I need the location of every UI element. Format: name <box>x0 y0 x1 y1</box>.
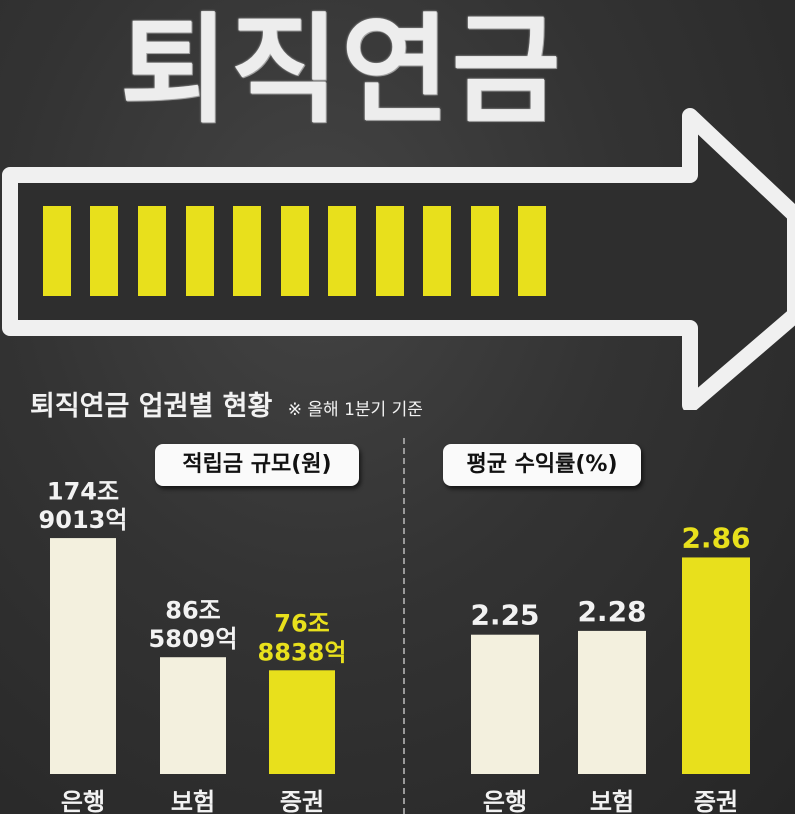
section-title-text: 퇴직연금 업권별 현황 <box>30 391 273 422</box>
data-label-reserve-0-1: 9013억 <box>39 506 128 534</box>
data-label-reserve-1-1: 5809억 <box>149 625 238 653</box>
data-label-reserve-2-1: 8838억 <box>258 638 347 666</box>
category-label-return-0: 은행 <box>483 788 527 814</box>
section-title: 퇴직연금 업권별 현황 ※ 올해 1분기 기준 <box>30 384 423 423</box>
data-label-reserve-1-0: 86조 <box>165 596 220 624</box>
chart-title-reserve: 적립금 규모(원) <box>155 444 359 486</box>
hero-title: 퇴직연금 <box>120 1 563 139</box>
data-label-return-2-0: 2.86 <box>681 521 750 554</box>
data-label-return-1-0: 2.28 <box>577 595 646 628</box>
bar-return-0 <box>471 634 539 774</box>
bar-return-2 <box>682 557 750 774</box>
return-bar-chart: 2.25 은행 2.28 보험 2.86 증권 <box>470 521 750 814</box>
bar-reserve-2 <box>269 670 335 774</box>
data-label-return-0-0: 2.25 <box>470 599 539 632</box>
bar-return-1 <box>578 630 646 774</box>
data-label-reserve-2-0: 76조 <box>274 609 329 637</box>
chart-title-return: 평균 수익률(%) <box>443 444 641 486</box>
basis-note: ※ 올해 1분기 기준 <box>287 400 423 420</box>
category-label-reserve-2: 증권 <box>280 788 324 814</box>
data-label-reserve-0-0: 174조 <box>47 477 119 505</box>
category-label-return-1: 보험 <box>590 788 634 814</box>
bar-reserve-1 <box>160 657 226 774</box>
category-label-reserve-0: 은행 <box>61 788 105 814</box>
bar-reserve-0 <box>50 538 116 774</box>
category-label-reserve-1: 보험 <box>171 788 215 814</box>
chart-divider <box>403 438 405 814</box>
progress-arrow-icon <box>2 108 795 410</box>
category-label-return-2: 증권 <box>694 788 738 814</box>
progress-segments <box>43 206 546 296</box>
